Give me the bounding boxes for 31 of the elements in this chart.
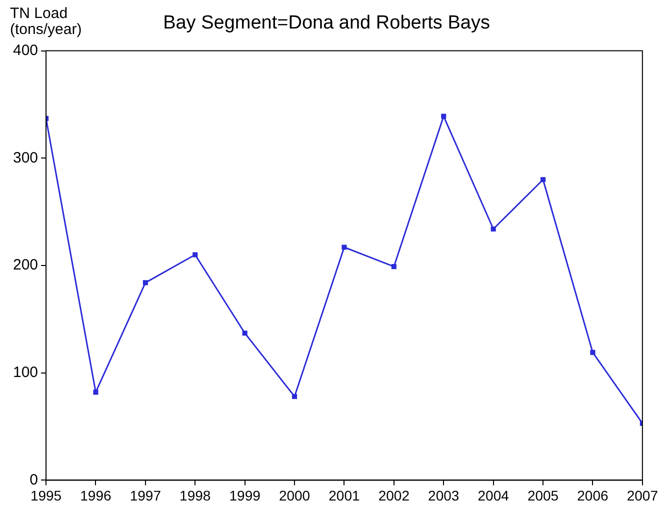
x-tick-label: 2004 [478,487,510,504]
y-tick-label: 400 [12,42,38,59]
point [342,244,347,250]
point [242,330,248,336]
y-axis-title: TN Load (tons/year) [10,5,83,38]
y-tick-label: 100 [12,364,38,381]
x-tick-label: 2007 [626,487,658,504]
y-tick-label: 0 [30,471,38,488]
y-tick-label: 300 [12,149,38,166]
point [142,280,148,286]
point [441,114,446,119]
x-tick-label: 1997 [130,487,162,504]
point [292,394,298,399]
x-tick-label: 1995 [30,487,62,504]
x-tick-label: 2003 [428,487,460,504]
x-tick-label: 2000 [278,487,310,504]
x-tick-label: 2001 [328,487,360,504]
point [391,264,396,270]
x-tick-label: 2002 [378,487,410,504]
x-tick-label: 1996 [80,487,112,504]
x-tick-label: 1998 [180,487,211,504]
point [490,226,496,232]
x-tick-label: 2005 [527,487,559,504]
y-tick-label: 200 [12,256,38,274]
x-tick-label: 1999 [229,487,261,504]
point [590,350,596,355]
chart-title: Bay Segment=Dona and Roberts Bays [163,12,490,34]
point [192,252,198,258]
x-tick-label: 2006 [577,487,609,504]
point [540,177,546,182]
point [93,390,98,395]
